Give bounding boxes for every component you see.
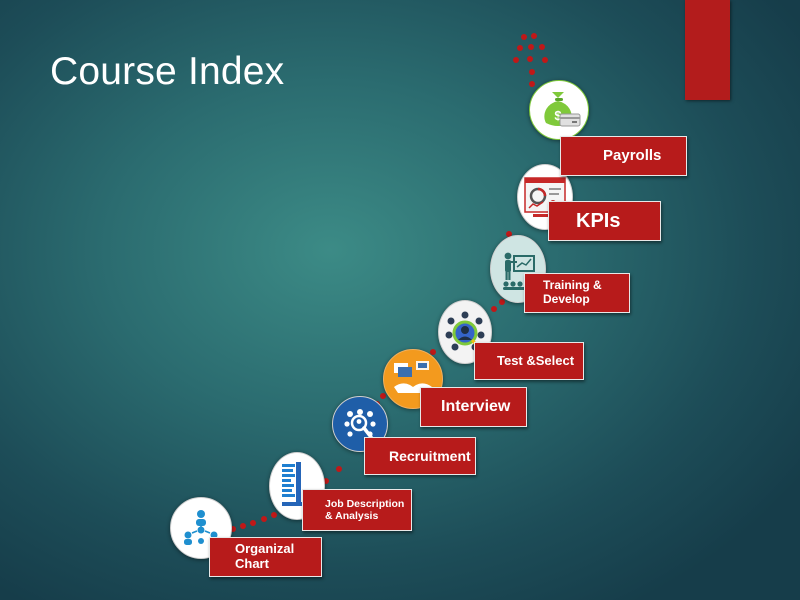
step-8-label[interactable]: Payrolls bbox=[560, 136, 687, 176]
connector-dot bbox=[529, 69, 535, 75]
step-1-label[interactable]: Organizal Chart bbox=[209, 537, 322, 577]
connector-dot bbox=[271, 512, 277, 518]
step-7-label[interactable]: KPIs bbox=[548, 201, 661, 241]
step-6-label[interactable]: Training & Develop bbox=[524, 273, 630, 313]
connector-dot bbox=[513, 57, 519, 63]
accent-bar bbox=[685, 0, 730, 100]
step-3-label[interactable]: Recruitment bbox=[364, 437, 476, 475]
recruitment-search-icon bbox=[344, 409, 376, 439]
step-8-icon-circle: $ bbox=[529, 80, 589, 140]
page-title: Course Index bbox=[50, 50, 285, 93]
connector-dot bbox=[499, 299, 505, 305]
connector-dot bbox=[517, 45, 523, 51]
step-4-label[interactable]: Interview bbox=[420, 387, 527, 427]
connector-dot bbox=[491, 306, 497, 312]
connector-dot bbox=[527, 56, 533, 62]
svg-text:$: $ bbox=[554, 108, 562, 123]
connector-dot bbox=[531, 33, 537, 39]
connector-dot bbox=[240, 523, 246, 529]
connector-dot bbox=[261, 516, 267, 522]
step-2-label[interactable]: Job Description & Analysis bbox=[302, 489, 412, 531]
connector-dot bbox=[250, 520, 256, 526]
connector-dot bbox=[380, 393, 386, 399]
money-bag-icon: $ bbox=[544, 92, 581, 127]
connector-dot bbox=[336, 466, 342, 472]
connector-dot bbox=[542, 57, 548, 63]
connector-dot bbox=[521, 34, 527, 40]
connector-dot bbox=[539, 44, 545, 50]
step-5-label[interactable]: Test &Select bbox=[474, 342, 584, 380]
connector-dot bbox=[528, 44, 534, 50]
connector-dot bbox=[529, 81, 535, 87]
step-4-icon-circle bbox=[383, 349, 443, 409]
job-description-icon bbox=[282, 462, 312, 506]
